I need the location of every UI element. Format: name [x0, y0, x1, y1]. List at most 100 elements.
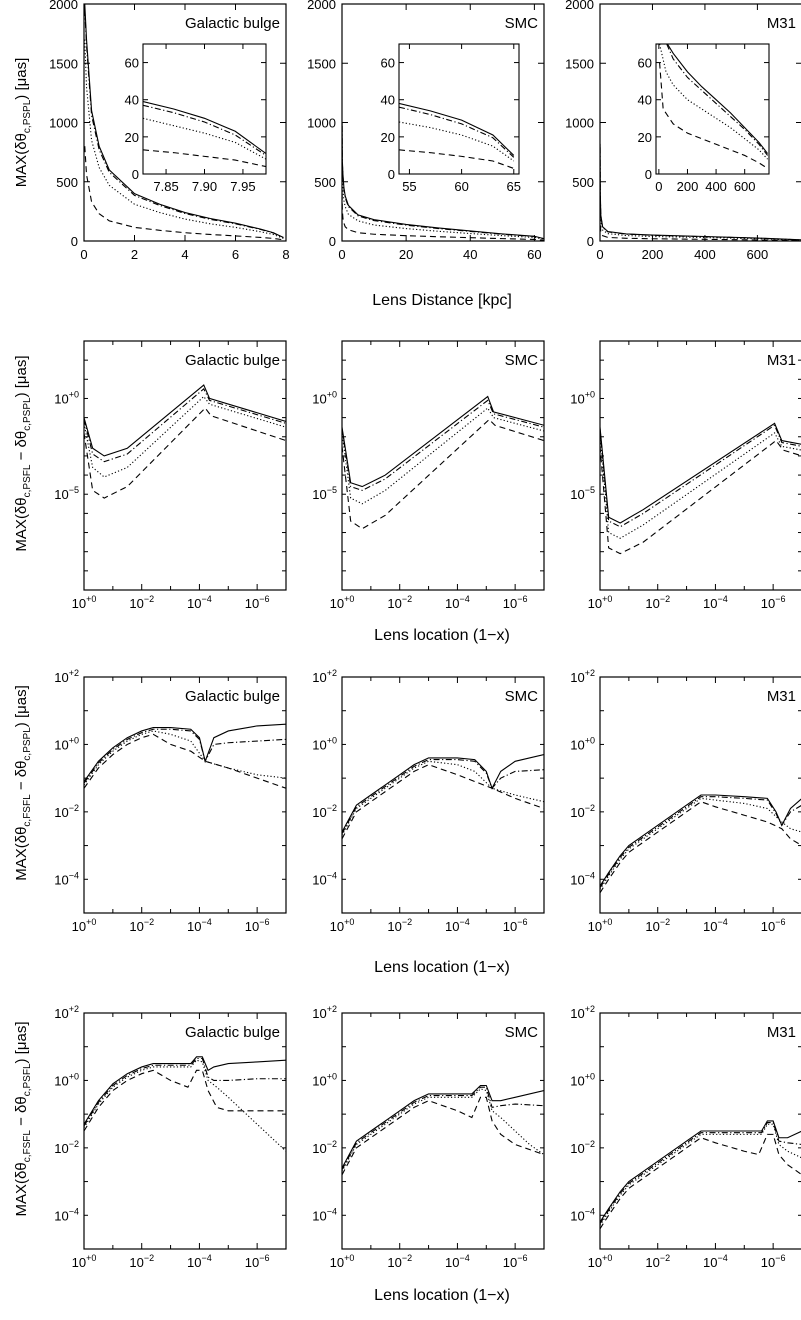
y-tick-label: 10−5	[570, 485, 595, 502]
x-axis-label: Lens Distance [kpc]	[372, 292, 512, 309]
series-line-dotted	[600, 797, 801, 890]
inset-x-tick-label: 7.85	[153, 179, 178, 194]
series-line-solid	[84, 384, 286, 457]
series-line-dashed	[600, 205, 801, 241]
series-line-dotted	[342, 407, 544, 505]
y-tick-label: 2000	[49, 0, 78, 12]
panel-title: M31	[767, 352, 796, 369]
series-line-solid	[600, 794, 801, 887]
series-line-solid	[342, 395, 544, 488]
panel-title-bg	[764, 686, 798, 706]
series-line-dashdot	[666, 44, 769, 156]
panel-2-1: 10+0 10−2 10−4 10−6 10−4 10−2 10+0 10+2 SMC	[312, 668, 545, 934]
x-tick-label: 10−6	[761, 594, 786, 611]
y-tick-label: 10−2	[54, 1139, 79, 1156]
x-tick-label: 10+0	[588, 1253, 613, 1270]
series-line-dashdot	[600, 1122, 801, 1225]
x-tick-label: 10−2	[387, 1253, 412, 1270]
x-tick-label: 0	[596, 247, 603, 262]
y-axis-label: MAX(δθc,FSFL − δθc,PSPL) [μas]	[13, 685, 33, 881]
panel-title: M31	[767, 688, 796, 705]
y-tick-label: 1000	[307, 116, 336, 131]
x-tick-label: 400	[694, 247, 716, 262]
y-tick-label: 10+0	[312, 1071, 337, 1088]
y-tick-label: 2000	[565, 0, 594, 12]
series-line-dashed	[342, 418, 544, 530]
series-line-dotted	[399, 121, 515, 162]
inset-bg	[399, 44, 519, 174]
inset-y-tick-label: 20	[125, 130, 139, 145]
x-tick-label: 10−2	[645, 1253, 670, 1270]
inset-frame	[398, 43, 520, 175]
series-line-solid	[399, 102, 515, 156]
inset-y-tick-label: 60	[381, 56, 395, 71]
y-tick-label: 10+0	[570, 389, 595, 406]
x-axis-label: Lens location (1−x)	[374, 1287, 510, 1304]
inset-y-tick-label: 0	[388, 167, 395, 182]
panel-0-1: 0 20 40 60 0 500 1000 1500 2000 SMC 55 60 65 0 20 40 60	[307, 0, 545, 262]
panel-title: Galactic bulge	[185, 688, 280, 705]
series-line-dotted	[84, 730, 286, 786]
series-line-dotted	[342, 1088, 544, 1172]
y-tick-label: 10+0	[54, 389, 79, 406]
x-tick-label: 10−4	[703, 917, 728, 934]
x-tick-label: 10+0	[72, 917, 97, 934]
x-tick-label: 10−6	[761, 1253, 786, 1270]
x-tick-label: 10−6	[245, 594, 270, 611]
panel-title-bg	[502, 13, 541, 33]
plot-frame	[83, 340, 287, 591]
x-tick-label: 10+0	[330, 917, 355, 934]
x-tick-label: 10−4	[187, 1253, 212, 1270]
x-tick-label: 10−6	[503, 1253, 528, 1270]
series-line-dotted	[600, 165, 801, 241]
plot-frame	[341, 676, 545, 914]
inset-x-tick-label: 55	[402, 179, 416, 194]
x-tick-label: 10−2	[387, 594, 412, 611]
inset-frame	[655, 43, 770, 175]
x-tick-label: 10−2	[129, 917, 154, 934]
series-line-solid	[143, 101, 266, 155]
inset-x-tick-label: 7.90	[192, 179, 217, 194]
inset-y-tick-label: 60	[125, 56, 139, 71]
y-tick-label: 10−4	[312, 870, 337, 887]
panel-title: Galactic bulge	[185, 1024, 280, 1041]
series-line-solid	[84, 1056, 286, 1125]
x-tick-label: 6	[232, 247, 239, 262]
x-tick-label: 0	[80, 247, 87, 262]
y-tick-label: 0	[71, 234, 78, 249]
series-line-dotted	[342, 760, 544, 836]
inset-y-tick-label: 60	[638, 56, 652, 71]
inset-x-tick-label: 400	[705, 179, 727, 194]
y-tick-label: 10+0	[54, 735, 79, 752]
x-tick-label: 10−6	[503, 917, 528, 934]
panel-2-0: 10+0 10−2 10−4 10−6 10−4 10−2 10+0 10+2 Galactic…	[54, 668, 287, 934]
x-tick-label: 8	[282, 247, 289, 262]
panel-title: SMC	[505, 1024, 539, 1041]
panel-2-2: 10+0 10−2 10−4 10−6 10−4 10−2 10+0 10+2 M31	[570, 668, 801, 934]
inset: 0 200 400 600 0 20 40 60	[638, 43, 770, 194]
x-tick-label: 10+0	[588, 594, 613, 611]
y-tick-label: 1500	[49, 56, 78, 71]
x-tick-label: 10+0	[330, 1253, 355, 1270]
x-tick-label: 10−4	[445, 594, 470, 611]
inset: 55 60 65 0 20 40 60	[381, 43, 521, 194]
x-tick-label: 4	[181, 247, 188, 262]
series-line-solid	[342, 754, 544, 833]
y-tick-label: 10+2	[54, 1004, 79, 1021]
series-line-dashed	[84, 733, 286, 789]
panel-3-2: 10+0 10−2 10−4 10−6 10−4 10−2 10+0 10+2 M31	[570, 1004, 801, 1270]
x-tick-label: 600	[747, 247, 769, 262]
series-line-dashdot	[84, 388, 286, 463]
series-line-dashed	[399, 149, 514, 169]
x-axis-label: Lens location (1−x)	[374, 959, 510, 976]
plot-frame	[83, 676, 287, 914]
panel-title: SMC	[505, 15, 539, 32]
x-tick-label: 10+0	[72, 1253, 97, 1270]
series-line-dashdot	[84, 1057, 286, 1127]
series-line-dashed	[84, 146, 284, 241]
series-line-dashed	[659, 62, 768, 169]
series-line-dashed	[342, 193, 544, 241]
